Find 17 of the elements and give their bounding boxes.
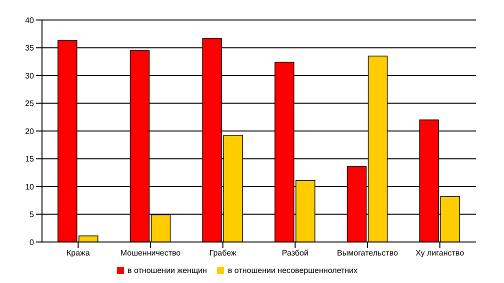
x-tick-label: Кража	[66, 248, 90, 258]
y-tick-label: 25	[25, 99, 35, 108]
y-tick-label: 10	[25, 182, 35, 192]
y-tick-label: 5	[30, 210, 35, 220]
legend-label: в отношении женщин	[128, 266, 207, 275]
x-tick-label: Мошенничество	[120, 248, 182, 258]
y-tick-label: 0	[30, 238, 35, 247]
legend-label: в отношении несовершеннолетних	[228, 266, 358, 275]
x-tick-label: Ху лиганство	[416, 248, 465, 258]
x-tick-label: Вымогательство	[337, 248, 399, 258]
y-tick-label: 20	[25, 126, 35, 136]
x-tick-label: Грабеж	[209, 248, 237, 258]
y-tick-label: 15	[25, 154, 35, 164]
y-tick-label: 30	[25, 71, 35, 80]
x-tick-label: Разбой	[282, 248, 308, 258]
y-tick-label: 40	[25, 16, 35, 25]
y-tick-label: 35	[25, 44, 35, 53]
